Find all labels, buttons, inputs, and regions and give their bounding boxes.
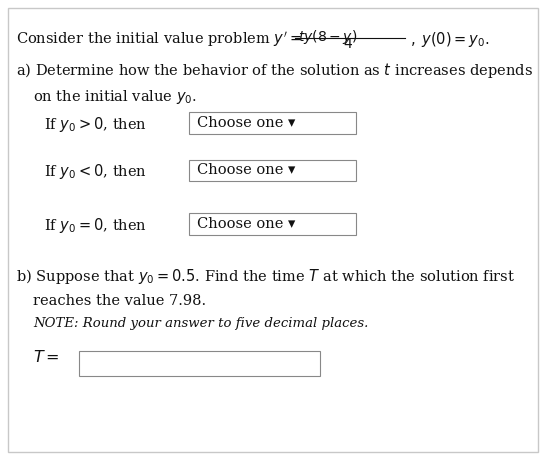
Text: If $y_0 < 0$, then: If $y_0 < 0$, then <box>44 162 147 181</box>
Text: Choose one ▾: Choose one ▾ <box>197 217 295 231</box>
FancyBboxPatch shape <box>189 160 356 181</box>
Text: Consider the initial value problem $y' = $: Consider the initial value problem $y' =… <box>16 30 302 50</box>
Text: on the initial value $y_0$.: on the initial value $y_0$. <box>33 88 197 106</box>
Text: NOTE: Round your answer to five decimal places.: NOTE: Round your answer to five decimal … <box>33 317 368 330</box>
FancyBboxPatch shape <box>8 8 538 452</box>
Text: b) Suppose that $y_0 = 0.5$. Find the time $T$ at which the solution first: b) Suppose that $y_0 = 0.5$. Find the ti… <box>16 267 516 286</box>
Text: $ty(8-y)$: $ty(8-y)$ <box>298 28 357 45</box>
Text: reaches the value 7.98.: reaches the value 7.98. <box>33 294 206 308</box>
FancyBboxPatch shape <box>189 213 356 235</box>
Text: $T =$: $T =$ <box>33 349 60 366</box>
FancyBboxPatch shape <box>79 351 320 376</box>
Text: $4$: $4$ <box>343 37 353 51</box>
Text: a) Determine how the behavior of the solution as $t$ increases depends: a) Determine how the behavior of the sol… <box>16 61 533 79</box>
Text: If $y_0 > 0$, then: If $y_0 > 0$, then <box>44 115 147 134</box>
Text: Choose one ▾: Choose one ▾ <box>197 163 295 177</box>
Text: Choose one ▾: Choose one ▾ <box>197 116 295 130</box>
Text: $, \; y(0) = y_0.$: $, \; y(0) = y_0.$ <box>410 30 490 49</box>
FancyBboxPatch shape <box>189 112 356 134</box>
Text: If $y_0 = 0$, then: If $y_0 = 0$, then <box>44 216 147 235</box>
